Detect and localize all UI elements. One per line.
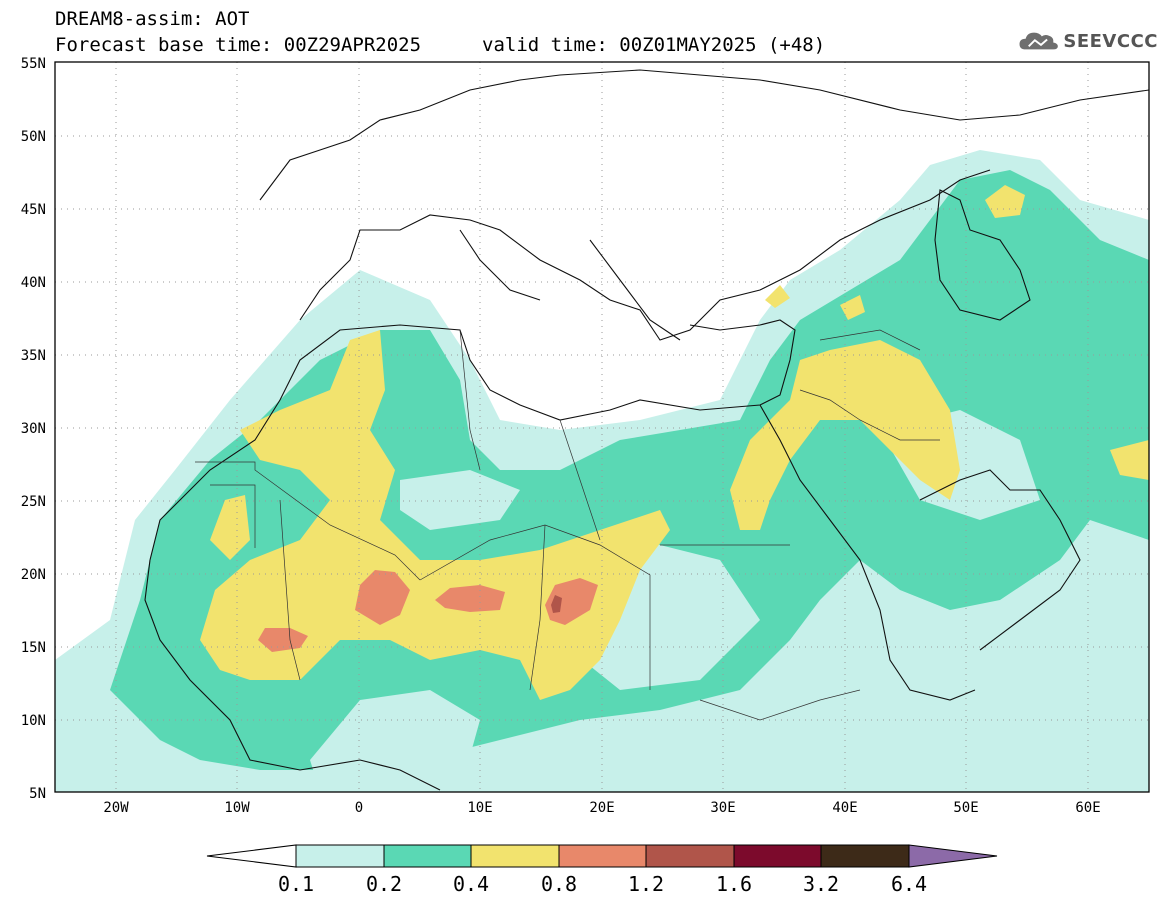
aot-band-0.4-e	[1110, 440, 1149, 480]
colorbar-swatch-0.8-1.2	[558, 844, 647, 868]
aot-patch-cyan-4	[310, 690, 480, 792]
lon-label-40e: 40E	[832, 800, 857, 816]
lat-label-55n: 55N	[21, 56, 46, 72]
map-frame	[54, 61, 1150, 793]
colorbar	[206, 844, 998, 868]
lat-label-35n: 35N	[21, 348, 46, 364]
aot-band-0.8-b	[435, 585, 505, 612]
colorbar-labels: 0.1 0.2 0.4 0.8 1.2 1.6 3.2 6.4	[278, 872, 927, 896]
colorbar-label-0.2: 0.2	[366, 872, 402, 896]
colorbar-over-arrow	[908, 844, 998, 868]
colorbar-label-0.1: 0.1	[278, 872, 314, 896]
aot-band-0.8-a	[355, 570, 410, 625]
lon-label-0: 0	[355, 800, 363, 816]
lon-label-20e: 20E	[589, 800, 614, 816]
lat-label-10n: 10N	[21, 713, 46, 729]
valid-time-label: valid time: 00Z01MAY2025 (+48)	[482, 34, 826, 56]
lat-label-5n: 5N	[29, 786, 46, 802]
cloud-icon	[1019, 32, 1058, 50]
colorbar-label-0.4: 0.4	[453, 872, 489, 896]
lon-label-60e: 60E	[1075, 800, 1100, 816]
colorbar-swatch-1.2-1.6	[645, 844, 735, 868]
colorbar-swatch-3.2-6.4	[820, 844, 910, 868]
lon-label-20w: 20W	[103, 800, 129, 816]
map-grid	[55, 62, 1149, 792]
colorbar-label-0.8: 0.8	[541, 872, 577, 896]
colorbar-under-arrow	[206, 844, 297, 868]
lat-label-20n: 20N	[21, 567, 46, 583]
aot-band-0.4-f	[765, 285, 790, 308]
aot-band-0.8-c	[545, 578, 598, 625]
lat-label-30n: 30N	[21, 421, 46, 437]
lat-label-50n: 50N	[21, 129, 46, 145]
coastlines	[144, 69, 1149, 791]
aot-band-0.4-d	[985, 185, 1025, 218]
aot-band-1.2	[551, 595, 562, 613]
colorbar-label-1.2: 1.2	[628, 872, 664, 896]
colorbar-swatch-0.2-0.4	[383, 844, 472, 868]
aot-band-0.4-c	[730, 340, 960, 530]
lat-labels: 55N 50N 45N 40N 35N 30N 25N 20N 15N 10N …	[21, 56, 46, 802]
aot-band-0.4-g	[840, 295, 865, 320]
seevccc-logo: SEEVCCC	[1018, 24, 1158, 58]
aot-band-0.4-b	[210, 495, 250, 560]
lat-label-15n: 15N	[21, 640, 46, 656]
lon-label-10e: 10E	[467, 800, 492, 816]
lat-label-45n: 45N	[21, 202, 46, 218]
colorbar-label-3.2: 3.2	[803, 872, 839, 896]
lat-label-40n: 40N	[21, 275, 46, 291]
lon-label-50e: 50E	[953, 800, 978, 816]
colorbar-swatch-0.1-0.2	[295, 844, 385, 868]
logo-text: SEEVCCC	[1063, 30, 1158, 52]
product-title: DREAM8-assim: AOT	[55, 8, 250, 30]
colorbar-swatch-0.4-0.8	[470, 844, 560, 868]
aot-patch-cyan-1	[400, 470, 520, 530]
colorbar-swatch-1.6-3.2	[733, 844, 822, 868]
lon-label-30e: 30E	[710, 800, 735, 816]
colorbar-label-1.6: 1.6	[716, 872, 752, 896]
aot-band-0.8-d	[258, 628, 308, 652]
borders	[195, 329, 940, 721]
lat-label-25n: 25N	[21, 494, 46, 510]
colorbar-label-6.4: 6.4	[891, 872, 927, 896]
lon-labels: 20W 10W 0 10E 20E 30E 40E 50E 60E	[103, 800, 1100, 816]
lon-label-10w: 10W	[224, 800, 250, 816]
base-time-label: Forecast base time: 00Z29APR2025	[55, 34, 422, 56]
